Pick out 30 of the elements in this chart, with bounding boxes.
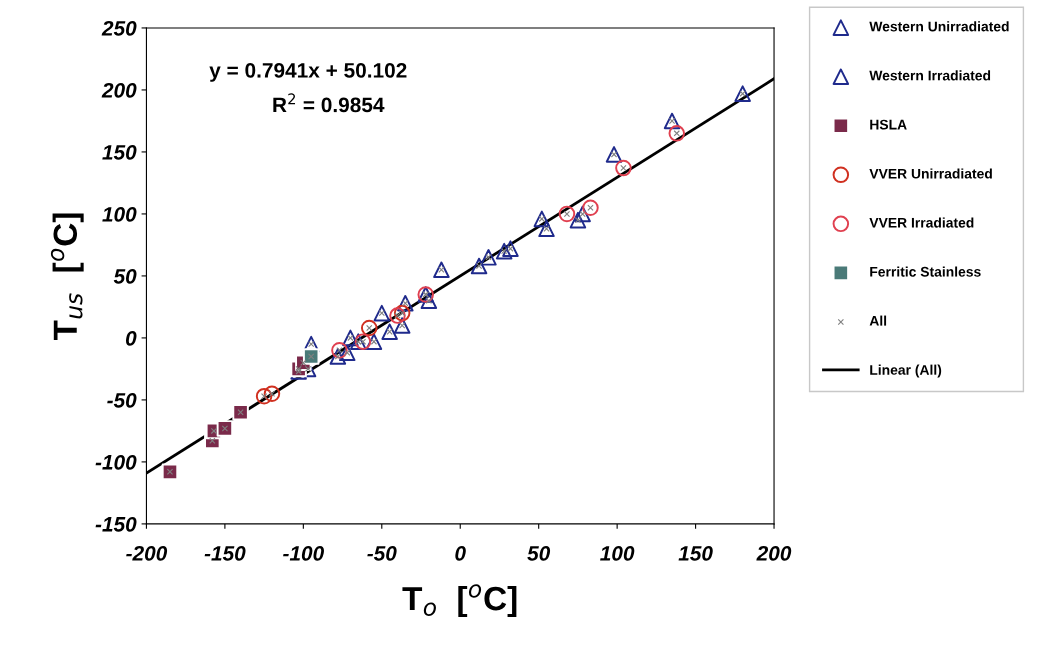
legend-label: Western Unirradiated (869, 21, 1009, 32)
legend-label: Ferritic Stainless (870, 266, 981, 277)
x-axis-title: T$_{o}$ [$^{o}$C] (402, 584, 517, 618)
y-tick-label: 150 (102, 144, 137, 160)
y-tick-label: 0 (126, 330, 137, 346)
x-tick-label: 100 (600, 545, 635, 561)
x-tick-label: -150 (204, 545, 246, 561)
x-tick-label: 200 (756, 545, 792, 561)
legend-label: All (869, 315, 887, 326)
x-tick-label: -200 (126, 545, 168, 561)
x-tick-label: -100 (283, 545, 324, 561)
y-tick-label: 100 (102, 206, 137, 222)
legend-label: Western Irradiated (869, 70, 991, 81)
x-tick-label: -50 (367, 545, 397, 561)
legend-label: VVER Irradiated (869, 217, 974, 228)
y-tick-label: -50 (107, 392, 137, 408)
x-tick-label: 50 (527, 545, 551, 561)
y-tick-label: 200 (101, 82, 137, 98)
legend-label: Linear (All) (870, 364, 942, 378)
legend-label: HSLA (870, 119, 907, 130)
legend-label: VVER Unirradiated (869, 168, 992, 179)
y-axis-title: T$_{us}$ [$^{o}$C] (50, 213, 84, 341)
y-tick-label: -150 (95, 516, 137, 532)
y-tick-label: 50 (113, 268, 137, 284)
annotation: y = 0.7941x + 50.102 (209, 63, 407, 82)
x-tick-label: 0 (455, 545, 466, 561)
y-tick-label: 250 (101, 20, 137, 36)
x-tick-label: 150 (678, 545, 713, 561)
y-tick-label: -100 (95, 454, 137, 470)
annotation: R$^{2}$ = 0.9854 (273, 93, 385, 113)
